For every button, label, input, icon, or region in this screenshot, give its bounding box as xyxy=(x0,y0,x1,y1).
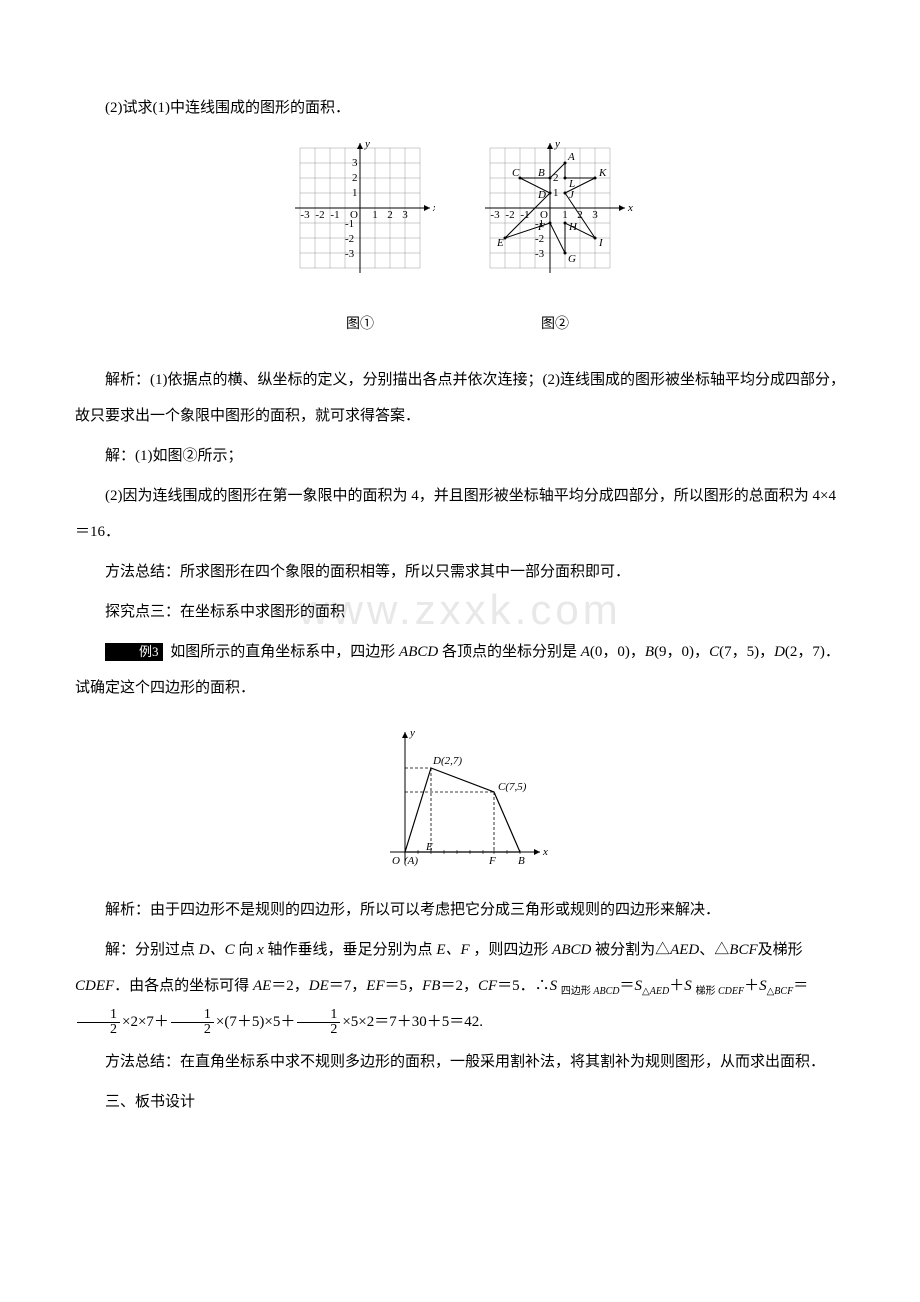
svg-text:3: 3 xyxy=(352,157,358,169)
svg-text:x: x xyxy=(627,202,633,214)
question-2: (2)试求(1)中连线围成的图形的面积． xyxy=(75,90,845,126)
example-tag: 例3 xyxy=(105,643,163,661)
svg-text:-3: -3 xyxy=(345,248,355,260)
svg-text:(A): (A) xyxy=(404,855,418,867)
method-summary-1: 方法总结：所求图形在四个象限的面积相等，所以只需求其中一部分面积即可． xyxy=(75,554,845,590)
figure-1-left: x y O -3-2-1 123 123 -1-2-3 图① xyxy=(285,138,435,342)
svg-text:-3: -3 xyxy=(535,248,545,260)
analysis-2: 解析：由于四边形不是规则的四边形，所以可以考虑把它分成三角形或规则的四边形来解决… xyxy=(75,892,845,928)
svg-text:2: 2 xyxy=(352,172,358,184)
svg-text:-3: -3 xyxy=(300,209,310,221)
svg-text:-2: -2 xyxy=(505,209,514,221)
svg-text:O: O xyxy=(392,855,400,867)
svg-text:y: y xyxy=(554,138,560,150)
example-3: 例3 如图所示的直角坐标系中，四边形 ABCD 各顶点的坐标分别是 A(0，0)… xyxy=(75,634,845,706)
method-summary-2: 方法总结：在直角坐标系中求不规则多边形的面积，一般采用割补法，将其割补为规则图形… xyxy=(75,1044,845,1080)
figure-1-container: x y O -3-2-1 123 123 -1-2-3 图① xyxy=(75,138,845,342)
svg-text:A: A xyxy=(567,151,575,163)
solution-1b: (2)因为连线围成的图形在第一象限中的面积为 4，并且图形被坐标轴平均分成四部分… xyxy=(75,478,845,550)
fig1-left-label: 图① xyxy=(285,308,435,342)
svg-text:1: 1 xyxy=(553,187,559,199)
fig1-right-label: 图② xyxy=(475,308,635,342)
svg-text:E: E xyxy=(425,841,433,853)
svg-text:C: C xyxy=(512,167,520,179)
ex3-abcd: ABCD xyxy=(399,644,438,660)
svg-text:C(7,5): C(7,5) xyxy=(498,781,527,793)
svg-text:-3: -3 xyxy=(490,209,500,221)
ex3-pre: 如图所示的直角坐标系中，四边形 xyxy=(170,644,395,660)
svg-text:B: B xyxy=(538,167,545,179)
svg-text:H: H xyxy=(568,221,578,233)
svg-text:-1: -1 xyxy=(345,218,354,230)
svg-text:1: 1 xyxy=(352,187,358,199)
svg-text:-2: -2 xyxy=(535,233,544,245)
ex3-pts: A xyxy=(581,644,590,660)
svg-text:-2: -2 xyxy=(345,233,354,245)
figure-2-container: x y O (A) D(2,7) C(7,5) E F B xyxy=(75,722,845,872)
svg-text:E: E xyxy=(496,237,504,249)
analysis-1: 解析：(1)依据点的横、纵坐标的定义，分别描出各点并依次连接；(2)连线围成的图… xyxy=(75,362,845,434)
grid-blank-svg: x y O -3-2-1 123 123 -1-2-3 xyxy=(285,138,435,288)
svg-text:3: 3 xyxy=(402,209,408,221)
solution-2: 解：分别过点 D、C 向 x 轴作垂线，垂足分别为点 E、F ，则四边形 ABC… xyxy=(75,932,845,1040)
svg-text:K: K xyxy=(598,167,607,179)
svg-text:y: y xyxy=(409,727,415,739)
quad-figure-svg: x y O (A) D(2,7) C(7,5) E F B xyxy=(370,722,550,872)
svg-text:G: G xyxy=(568,253,576,265)
svg-text:B: B xyxy=(518,855,525,867)
svg-text:1: 1 xyxy=(562,209,568,221)
svg-text:2: 2 xyxy=(387,209,393,221)
svg-text:y: y xyxy=(364,138,370,150)
svg-text:x: x xyxy=(542,846,548,858)
ex3-mid: 各顶点的坐标分别是 xyxy=(442,644,577,660)
svg-text:x: x xyxy=(432,202,435,214)
explore-point-3: 探究点三：在坐标系中求图形的面积 xyxy=(75,594,845,630)
svg-text:1: 1 xyxy=(372,209,378,221)
svg-text:I: I xyxy=(598,237,604,249)
svg-text:J: J xyxy=(569,189,575,201)
svg-text:D: D xyxy=(537,189,546,201)
svg-text:L: L xyxy=(568,178,575,190)
svg-text:-2: -2 xyxy=(315,209,324,221)
figure-1-right: x y -3-2-1 O 123 12 -1-2-3 A B C D E xyxy=(475,138,635,342)
sub-quad: 四边形 ABCD xyxy=(561,986,620,997)
svg-text:F: F xyxy=(537,221,545,233)
document-content: (2)试求(1)中连线围成的图形的面积． x y O -3-2-1 123 xyxy=(75,90,845,1120)
board-design: 三、板书设计 xyxy=(75,1084,845,1120)
solution-1a: 解：(1)如图②所示； xyxy=(75,438,845,474)
svg-text:-1: -1 xyxy=(330,209,339,221)
svg-text:3: 3 xyxy=(592,209,598,221)
svg-text:F: F xyxy=(488,855,496,867)
grid-shape-svg: x y -3-2-1 O 123 12 -1-2-3 A B C D E xyxy=(475,138,635,288)
svg-text:D(2,7): D(2,7) xyxy=(432,755,462,767)
